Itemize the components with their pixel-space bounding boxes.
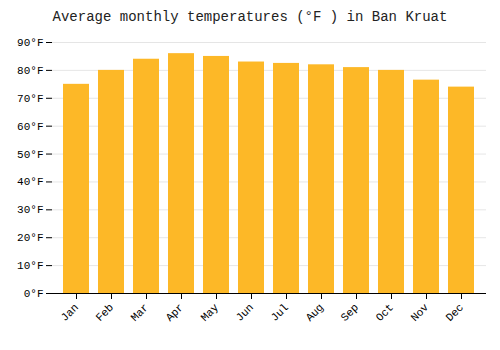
svg-text:0°F: 0°F xyxy=(24,288,44,300)
svg-text:Nov: Nov xyxy=(409,301,432,324)
svg-text:40°F: 40°F xyxy=(17,176,43,188)
svg-text:20°F: 20°F xyxy=(17,232,43,244)
svg-text:50°F: 50°F xyxy=(17,149,43,161)
svg-text:80°F: 80°F xyxy=(17,65,43,77)
svg-text:10°F: 10°F xyxy=(17,260,43,272)
svg-text:Oct: Oct xyxy=(374,301,396,323)
svg-text:Jun: Jun xyxy=(234,301,256,323)
svg-text:30°F: 30°F xyxy=(17,204,43,216)
svg-text:Aug: Aug xyxy=(304,301,326,323)
svg-text:Apr: Apr xyxy=(164,301,186,323)
svg-text:May: May xyxy=(199,301,222,324)
svg-text:Sep: Sep xyxy=(339,301,361,323)
svg-text:Mar: Mar xyxy=(129,301,151,323)
svg-text:Jan: Jan xyxy=(59,301,81,323)
svg-text:Jul: Jul xyxy=(269,301,291,323)
svg-text:90°F: 90°F xyxy=(17,37,43,49)
svg-text:Feb: Feb xyxy=(94,301,116,323)
html-text:Average monthly temperatures (: Average monthly temperatures (°F ) in Ba… xyxy=(52,9,448,25)
svg-text:60°F: 60°F xyxy=(17,121,43,133)
svg-text:70°F: 70°F xyxy=(17,93,43,105)
svg-text:Dec: Dec xyxy=(444,301,466,323)
